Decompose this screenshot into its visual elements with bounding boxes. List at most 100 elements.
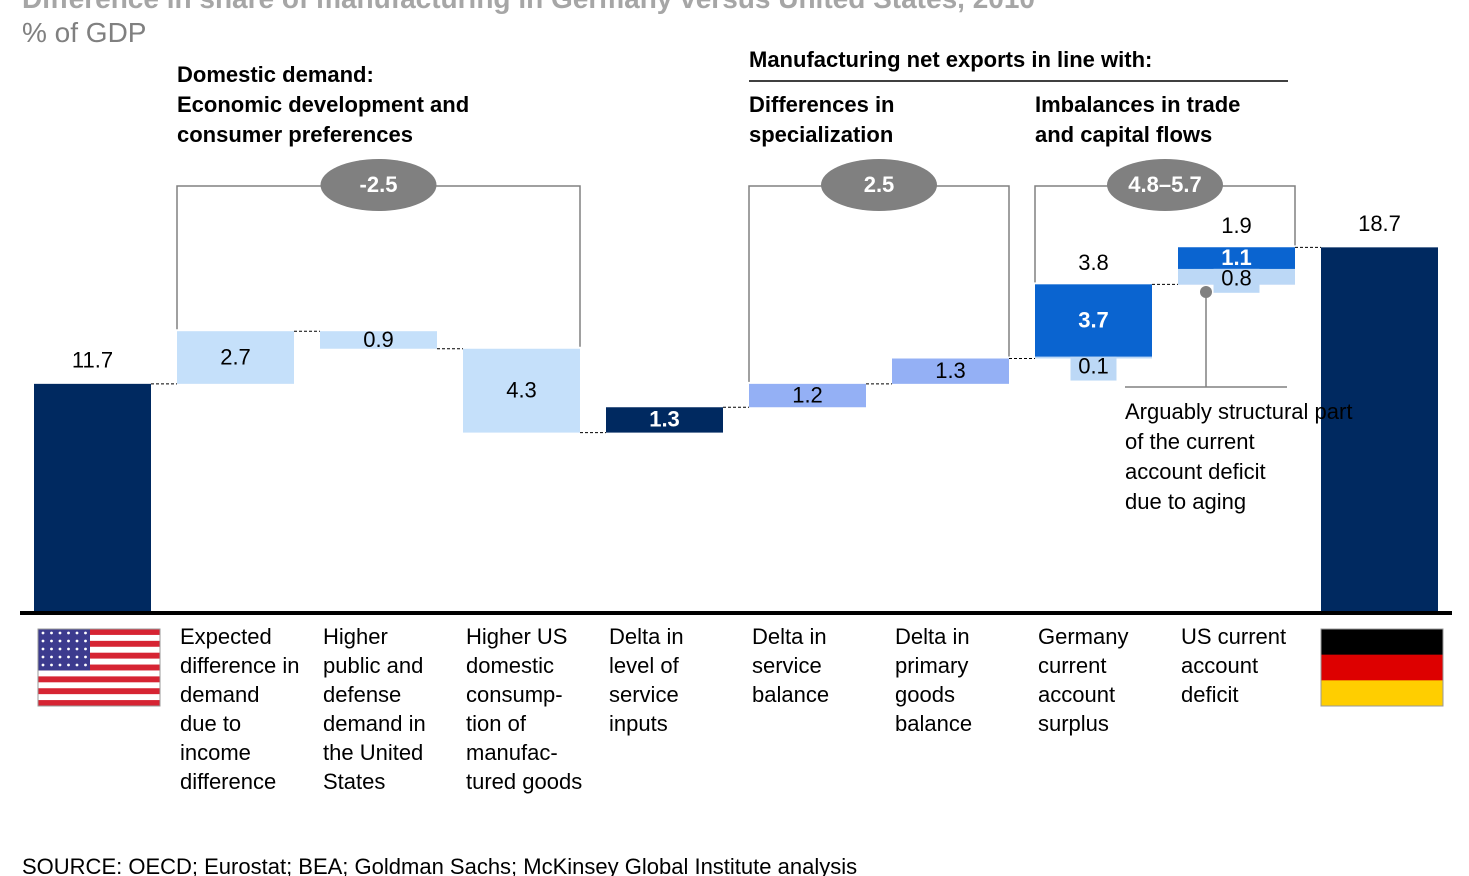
chart-title: Difference in share of manufacturing in … (22, 0, 1035, 13)
bracket (748, 185, 1010, 382)
bar (177, 331, 294, 384)
us-flag-star (75, 631, 79, 635)
us-flag-star (67, 655, 70, 659)
us-flag-star (50, 639, 53, 643)
us-flag-star (58, 663, 62, 667)
x-tick-label: US current account deficit (1181, 624, 1287, 707)
bar-segment (1035, 284, 1152, 357)
group-total: 2.5 (864, 172, 895, 197)
group-title: Imbalances in trade and capital flows (1035, 92, 1241, 147)
bar (320, 331, 437, 349)
group-oval (1107, 159, 1223, 211)
us-flag-star (50, 631, 53, 635)
source: SOURCE: OECD; Eurostat; BEA; Goldman Sac… (22, 854, 858, 876)
group-title: Differences in specialization (749, 92, 895, 147)
us-flag-star (75, 639, 79, 643)
us-flag-star (41, 655, 45, 659)
us-flag-stripe (38, 694, 160, 701)
x-tick-label: Delta in primary goods balance (895, 624, 973, 736)
segment-label-box (1213, 264, 1260, 293)
us-flag-star (58, 655, 62, 659)
us-flag-stripe (38, 658, 160, 665)
x-tick-label: Higher US domestic consump-tion of manuf… (466, 624, 583, 794)
chart-subtitle: % of GDP (22, 17, 147, 48)
us-flag-canton (38, 629, 90, 671)
x-tick-label: Germany current account surplus (1038, 624, 1129, 736)
annotation-dot (1200, 286, 1212, 298)
value-label: 1.2 (792, 382, 823, 407)
annotation: Arguably structural part of the current … (1125, 399, 1353, 514)
us-flag-star (84, 639, 87, 643)
us-flag-star (67, 639, 70, 643)
value-label: 11.7 (72, 348, 113, 373)
us-flag-star (84, 655, 87, 659)
bar (749, 383, 866, 408)
group-header: Manufacturing net exports in line with: (749, 47, 1153, 72)
us-flag-stripe (38, 688, 160, 695)
us-flag-star (41, 631, 45, 635)
us-flag-star (67, 647, 70, 651)
us-flag-stripe (38, 676, 160, 683)
segment-label: 0.1 (1078, 353, 1109, 378)
bar (463, 348, 580, 433)
bar (892, 358, 1009, 384)
us-flag-stripe (38, 664, 160, 671)
us-flag-stripe (38, 629, 160, 636)
us-flag-border (37, 628, 161, 707)
us-flag-star (41, 639, 45, 643)
us-flag-stripe (38, 700, 160, 707)
value-label: 1.3 (649, 407, 680, 432)
group-title: Domestic demand: Economic development an… (177, 62, 470, 147)
value-label: 1.9 (1221, 213, 1252, 238)
x-tick-label: Delta in level of service inputs (609, 624, 684, 736)
de-flag-stripe (1321, 680, 1443, 707)
value-label: 18.7 (1358, 211, 1401, 236)
us-flag-star (75, 655, 79, 659)
group-oval (320, 159, 437, 211)
us-flag-star (50, 655, 53, 659)
x-tick-label: Delta in service balance (752, 624, 830, 707)
bar (1321, 247, 1438, 612)
de-flag-stripe (1321, 629, 1443, 655)
us-flag-star (41, 647, 45, 651)
us-flag-star (75, 647, 79, 651)
us-flag-stripe (38, 634, 160, 642)
us-flag-star (84, 663, 87, 667)
value-label: 1.3 (935, 358, 966, 383)
us-flag-star (58, 639, 62, 643)
value-label: 2.7 (220, 344, 251, 369)
bar-segment (1178, 247, 1295, 269)
group-total: 4.8–5.7 (1128, 172, 1201, 197)
de-flag-border (1320, 628, 1444, 707)
value-label: 0.9 (363, 327, 394, 352)
us-flag-star (50, 663, 53, 667)
us-flag-star (67, 663, 70, 667)
us-flag-stripe (38, 652, 160, 659)
value-label: 4.3 (506, 377, 537, 402)
us-flag-stripe (38, 670, 160, 677)
us-flag-star (84, 647, 87, 651)
segment-label: 0.8 (1221, 266, 1252, 291)
de-flag-stripe (1321, 654, 1443, 681)
us-flag-stripe (38, 646, 160, 653)
us-flag-stripe (38, 682, 160, 689)
group-total: -2.5 (360, 172, 398, 197)
bar (34, 383, 151, 612)
segment-label-box (1070, 352, 1117, 381)
us-flag-star (58, 647, 62, 651)
us-flag-star (84, 631, 87, 635)
segment-label: 3.7 (1078, 307, 1109, 332)
us-flag-star (50, 647, 53, 651)
x-tick-label: Higher public and defense demand in the … (323, 624, 426, 794)
us-flag-star (58, 631, 62, 635)
us-flag-star (75, 663, 79, 667)
group-oval (821, 159, 937, 211)
x-tick-label: Expected difference in demand due to inc… (180, 624, 300, 794)
us-flag-stripe (38, 640, 160, 648)
us-flag-star (41, 663, 45, 667)
value-label: 3.8 (1078, 250, 1109, 275)
us-flag-star (67, 631, 70, 635)
bar (606, 407, 723, 433)
